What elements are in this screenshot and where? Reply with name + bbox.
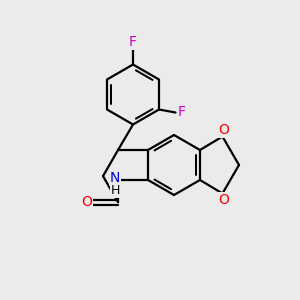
Text: N: N [110,172,120,185]
Text: F: F [129,35,137,49]
Text: O: O [81,195,92,209]
Text: F: F [178,106,185,119]
Text: H: H [110,184,120,197]
Text: O: O [218,193,230,206]
Text: O: O [218,124,230,137]
